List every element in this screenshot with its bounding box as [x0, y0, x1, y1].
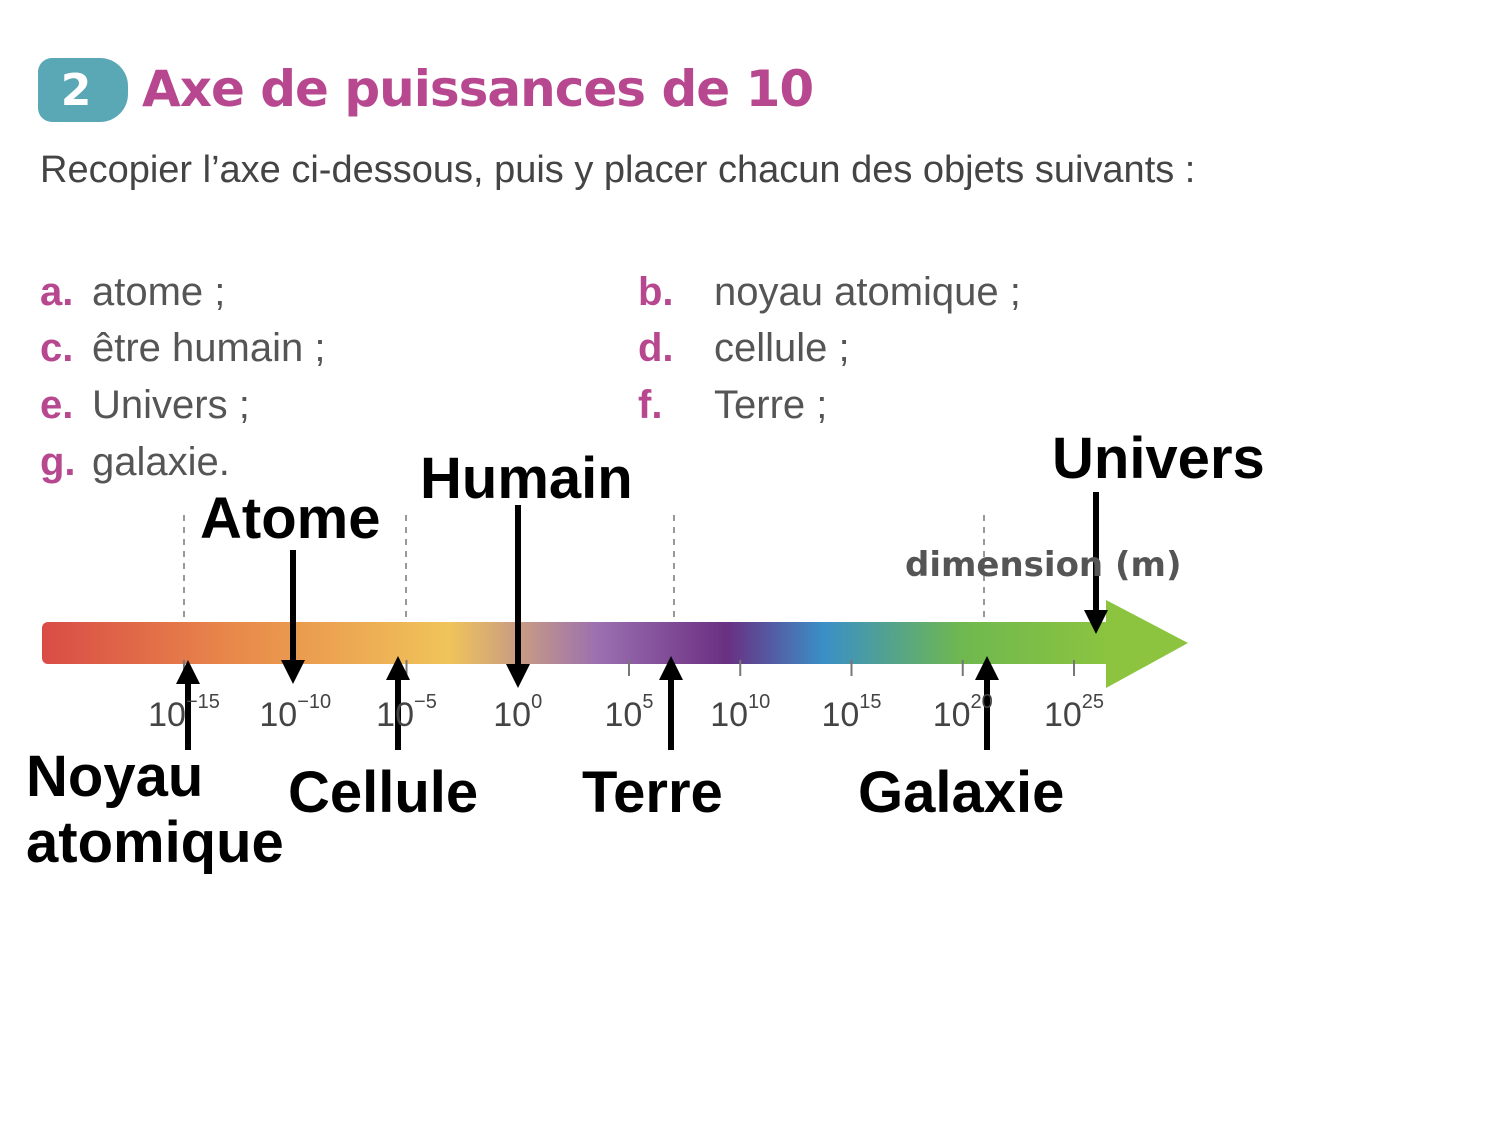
- list-item-g: g. galaxie.: [40, 440, 230, 484]
- answer-univers: Univers: [1052, 426, 1265, 491]
- tick-label: 1025: [1043, 690, 1105, 734]
- exercise-title: Axe de puissances de 10: [142, 60, 814, 118]
- answer-noyau: Noyau atomique: [26, 744, 284, 875]
- tick-label: 10−5: [376, 690, 437, 734]
- list-item-d: d. cellule ;: [638, 326, 850, 370]
- tick-label: 100: [493, 690, 543, 734]
- answer-terre: Terre: [582, 760, 723, 825]
- tick-label: 105: [604, 690, 654, 734]
- axis-unit-label: dimension (m): [905, 545, 1182, 585]
- tick-label: 1015: [821, 690, 882, 734]
- list-item-b: b. noyau atomique ;: [638, 270, 1021, 314]
- answer-atome: Atome: [200, 486, 381, 551]
- list-item-c: c. être humain ;: [40, 326, 326, 370]
- tick-label: 1010: [710, 690, 771, 734]
- axis-arrowhead: [1106, 600, 1188, 688]
- tick-label: 10−15: [148, 690, 220, 734]
- tick-label: 10−10: [259, 690, 332, 734]
- answer-humain: Humain: [420, 446, 633, 511]
- dashed-guides: [183, 515, 985, 620]
- tick-label: 1020: [932, 690, 993, 734]
- list-item-a: a. atome ;: [40, 270, 226, 314]
- axis-bar: [42, 622, 1112, 664]
- answer-galaxie: Galaxie: [858, 760, 1065, 825]
- exercise-instruction: Recopier l’axe ci-dessous, puis y placer…: [40, 149, 1196, 191]
- exercise-number-badge: 2: [38, 58, 128, 122]
- list-item-f: f. Terre ;: [638, 383, 828, 427]
- answer-cellule: Cellule: [288, 760, 479, 825]
- exercise-number: 2: [60, 64, 92, 116]
- list-item-e: e. Univers ;: [40, 383, 250, 427]
